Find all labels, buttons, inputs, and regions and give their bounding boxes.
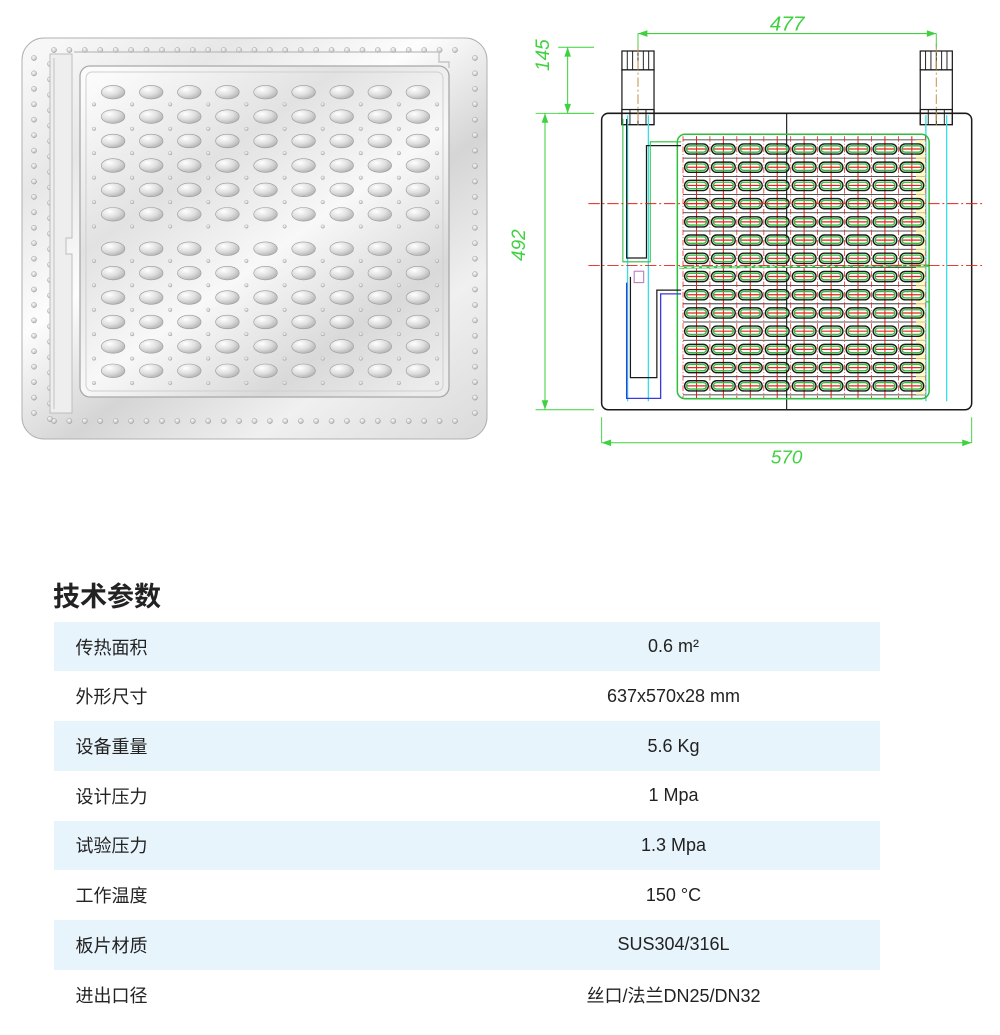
svg-text:570: 570 [771, 448, 803, 469]
svg-text:477: 477 [770, 13, 806, 36]
